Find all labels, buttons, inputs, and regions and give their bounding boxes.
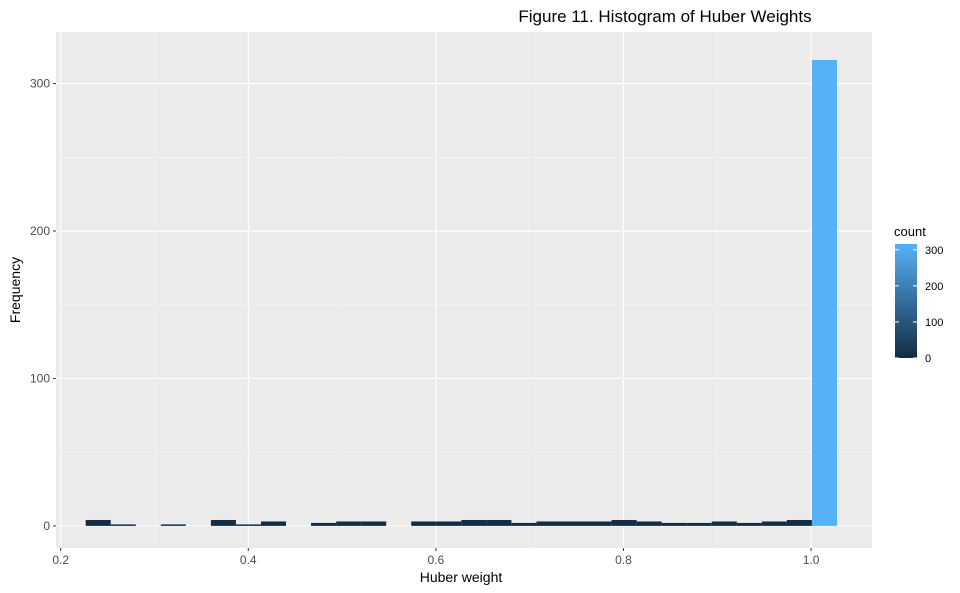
histogram-bar	[611, 519, 637, 526]
histogram-bar	[311, 522, 337, 526]
histogram-bar	[511, 522, 537, 526]
y-tick-label: 300	[30, 77, 50, 91]
legend-title: count	[894, 224, 926, 239]
y-tick-label: 100	[30, 371, 50, 385]
histogram-bar	[336, 521, 362, 526]
histogram-bar	[561, 521, 587, 526]
histogram-bar	[486, 519, 512, 526]
histogram-bar	[661, 522, 687, 526]
y-axis-title: Frequency	[7, 257, 23, 323]
y-tick-label: 200	[30, 224, 50, 238]
histogram-bar	[235, 524, 261, 526]
histogram-bar	[436, 521, 462, 526]
histogram-bar	[736, 522, 762, 526]
histogram-bar	[411, 521, 437, 526]
legend-label: 0	[925, 353, 931, 365]
legend-label: 200	[925, 281, 943, 293]
chart-title: Figure 11. Histogram of Huber Weights	[518, 7, 811, 26]
x-tick-label: 0.6	[428, 553, 445, 567]
histogram-bar	[586, 521, 612, 526]
legend-label: 100	[925, 317, 943, 329]
x-tick-label: 0.4	[240, 553, 257, 567]
histogram-bar	[536, 521, 562, 526]
histogram-bar	[811, 60, 837, 526]
legend: count 300 200 100 0	[894, 224, 943, 365]
x-tick-label: 0.2	[52, 553, 69, 567]
legend-label: 300	[925, 245, 943, 257]
histogram-bar	[160, 524, 186, 526]
histogram-bar	[210, 519, 236, 526]
histogram-bar	[461, 519, 487, 526]
histogram-bar	[85, 519, 111, 526]
histogram-bar	[636, 521, 662, 526]
histogram-bar	[260, 521, 287, 526]
plot-panel	[56, 32, 872, 548]
y-tick-label: 0	[43, 519, 50, 533]
histogram-bar	[761, 521, 787, 526]
histogram-bar	[786, 519, 812, 526]
histogram-bar	[686, 522, 712, 526]
histogram-bar	[711, 521, 737, 526]
x-axis-title: Huber weight	[420, 569, 503, 585]
x-tick-label: 1.0	[803, 553, 820, 567]
legend-colorbar	[895, 244, 917, 358]
histogram-bar	[361, 521, 387, 526]
x-tick-label: 0.8	[615, 553, 632, 567]
axis-ticks: 0.2 0.4 0.6 0.8 1.0 0 100 200 300	[30, 77, 820, 567]
legend-ticks: 300 200 100 0	[895, 245, 943, 365]
histogram-bar	[110, 524, 136, 526]
bars	[85, 60, 837, 526]
